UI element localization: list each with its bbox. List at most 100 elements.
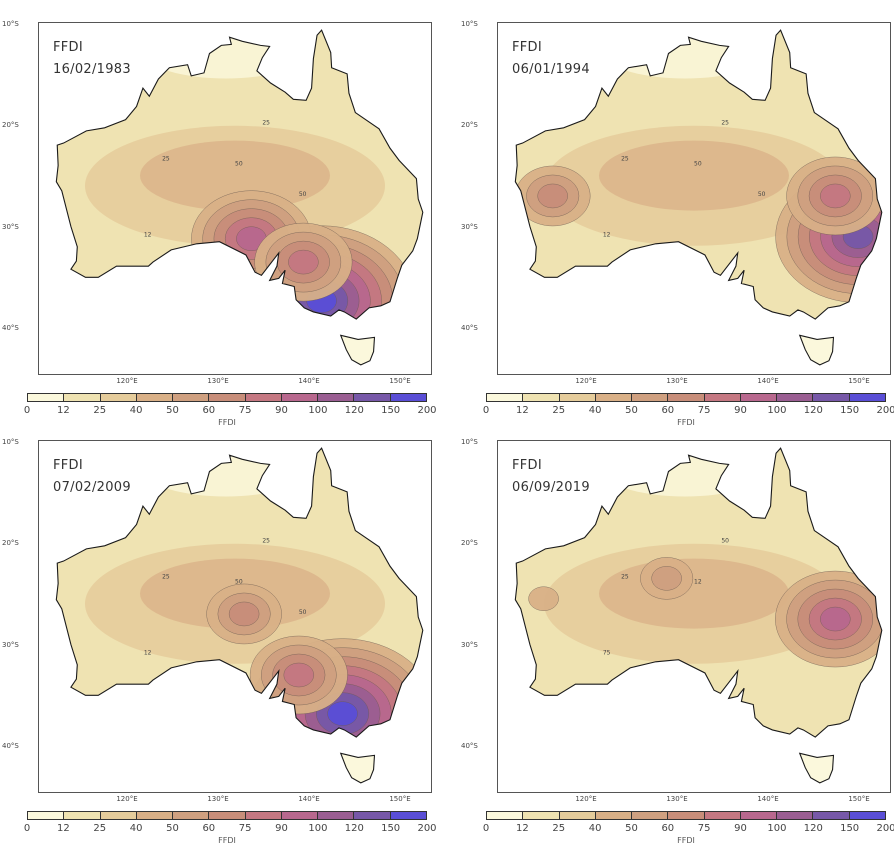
colorbar-segment <box>64 812 101 819</box>
colorbar-segment <box>632 394 669 401</box>
colorbar-tick-label: 150 <box>381 405 401 416</box>
australia-map: 25 50 12 25 50 <box>514 29 883 366</box>
contour-label: 25 <box>162 573 170 580</box>
colorbar-tick-label: 200 <box>417 405 437 416</box>
colorbar-tick-label: 90 <box>734 823 747 834</box>
lon-tick-label: 140°E <box>298 377 320 385</box>
contour-label: 50 <box>758 191 766 198</box>
contour-label: 50 <box>235 578 243 585</box>
colorbar-segment <box>281 812 319 819</box>
lat-tick-label: 20°S <box>461 121 478 129</box>
panel-variable: FFDI <box>512 458 542 473</box>
colorbar-segment <box>354 394 391 401</box>
colorbar-tick-label: 0 <box>23 823 31 834</box>
contour-label: 50 <box>299 191 307 198</box>
colorbar-tick-label: 12 <box>515 823 529 834</box>
contour-label: 12 <box>144 650 152 657</box>
colorbar-segment <box>100 394 137 401</box>
contour-label: 50 <box>721 538 729 545</box>
colorbar-segment <box>28 812 65 819</box>
colorbar-tick-label: 25 <box>552 823 566 834</box>
lat-tick-label: 10°S <box>2 20 19 28</box>
lon-tick-label: 120°E <box>575 795 597 803</box>
lon-tick-label: 130°E <box>207 377 229 385</box>
colorbar-segment <box>487 394 524 401</box>
coastline <box>55 447 424 738</box>
lon-tick-label: 150°E <box>389 377 411 385</box>
coastline <box>514 29 883 320</box>
lon-tick-label: 120°E <box>116 377 138 385</box>
lat-tick-label: 20°S <box>461 539 478 547</box>
colorbar-segment <box>281 394 319 401</box>
lat-tick-label: 40°S <box>2 324 19 332</box>
colorbar-segment <box>668 812 705 819</box>
colorbar-tick-label: 100 <box>308 823 328 834</box>
colorbar-segment <box>318 812 355 819</box>
lat-tick-label: 40°S <box>461 742 478 750</box>
colorbar-label: FFDI <box>218 836 236 845</box>
colorbar-segment <box>595 812 633 819</box>
contour-label: 25 <box>621 573 629 580</box>
colorbar-tick-label: 120 <box>803 405 823 416</box>
colorbar-tick-label: 150 <box>381 823 401 834</box>
panel-date: 16/02/1983 <box>53 62 131 77</box>
lat-tick-label: 20°S <box>2 121 19 129</box>
colorbar-label: FFDI <box>677 836 695 845</box>
contour-label: 25 <box>262 120 270 127</box>
tasmania-coastline <box>339 334 376 366</box>
colorbar-tick-label: 100 <box>767 823 787 834</box>
colorbar-tick-label: 75 <box>697 823 711 834</box>
colorbar-segment <box>740 812 778 819</box>
lon-tick-label: 120°E <box>575 377 597 385</box>
contour-label: 50 <box>235 160 243 167</box>
contour-label: 12 <box>603 232 611 239</box>
lat-tick-label: 30°S <box>461 223 478 231</box>
colorbar-segment <box>704 812 741 819</box>
tasmania-coastline <box>798 334 835 366</box>
colorbar-segment <box>740 394 778 401</box>
map-frame: 25 12 75 50 FFDI 06/09/2019 <box>497 440 891 793</box>
colorbar-tick-label: 120 <box>803 823 823 834</box>
map-frame: 25 50 12 25 50 FFDI 06/01/1994 <box>497 22 891 375</box>
lat-tick-label: 40°S <box>2 742 19 750</box>
lon-tick-label: 140°E <box>298 795 320 803</box>
map-frame: 25 50 12 25 50 FFDI 16/02/1983 <box>38 22 432 375</box>
colorbar-tick-label: 50 <box>166 405 179 416</box>
colorbar-tick-label: 0 <box>482 405 490 416</box>
colorbar-ticks: 0 12 25 40 50 60 75 90 100 120 150 200 <box>23 823 437 837</box>
colorbar-segment <box>777 812 814 819</box>
panel-date: 06/01/1994 <box>512 62 590 77</box>
colorbar-segment <box>849 812 885 819</box>
colorbar-tick-label: 90 <box>275 823 288 834</box>
map-panel-2019: 25 12 75 50 FFDI 06/09/2019 10°S 20°S 30°S … <box>459 418 894 845</box>
lat-tick-label: 30°S <box>2 223 19 231</box>
lon-tick-label: 150°E <box>848 795 870 803</box>
colorbar-tick-label: 150 <box>840 823 860 834</box>
ffdi-contour-ring <box>228 601 260 627</box>
panel-variable: FFDI <box>53 458 83 473</box>
colorbar-tick-label: 200 <box>876 823 894 834</box>
ffdi-contour-ring <box>820 606 851 632</box>
ffdi-contour-ring <box>327 701 358 726</box>
colorbar <box>27 811 427 820</box>
colorbar-segment <box>100 812 137 819</box>
colorbar-tick-label: 120 <box>344 405 364 416</box>
map-panel-1983: 25 50 12 25 50 FFDI 16/02/1983 10°S 20°S 30°… <box>0 0 447 427</box>
ffdi-contour-ring <box>528 586 559 611</box>
colorbar-segment <box>136 812 174 819</box>
australia-map: 25 50 12 25 50 <box>55 29 424 366</box>
colorbar-tick-label: 25 <box>93 823 107 834</box>
colorbar-tick-label: 200 <box>876 405 894 416</box>
colorbar-segment <box>136 394 174 401</box>
colorbar-segment <box>245 394 282 401</box>
lat-tick-label: 10°S <box>461 20 478 28</box>
lon-tick-label: 130°E <box>207 795 229 803</box>
colorbar-tick-label: 100 <box>767 405 787 416</box>
ffdi-contour-ring <box>537 183 568 209</box>
colorbar-tick-label: 25 <box>93 405 107 416</box>
tasmania-coastline <box>798 752 835 784</box>
colorbar-tick-label: 12 <box>515 405 529 416</box>
colorbar-segment <box>28 394 65 401</box>
lat-tick-label: 30°S <box>2 641 19 649</box>
lat-tick-label: 20°S <box>2 539 19 547</box>
